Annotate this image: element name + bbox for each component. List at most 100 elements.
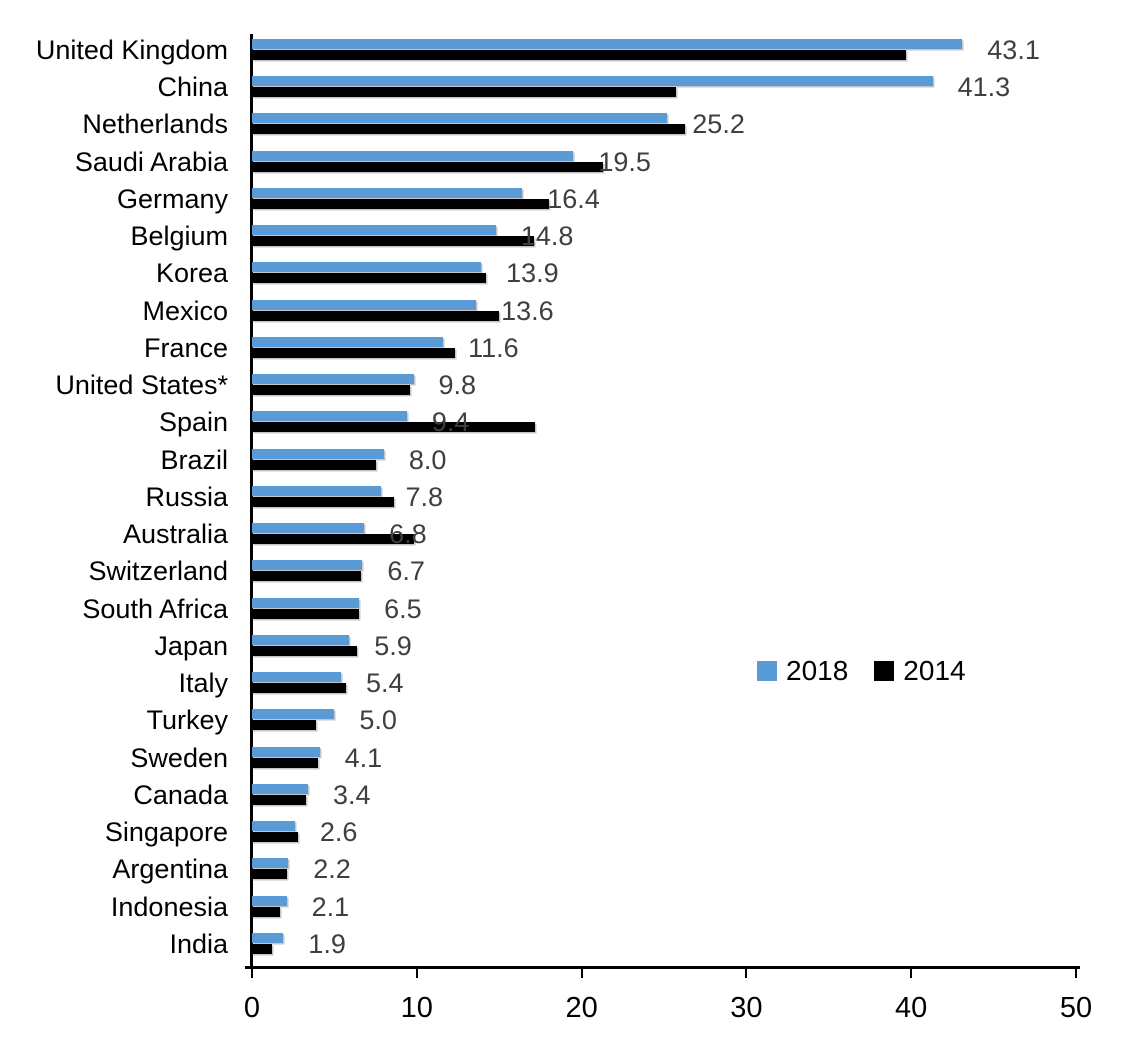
bar-2018 [252,746,320,757]
value-label: 2.2 [313,854,351,885]
bar-row: Spain 9.4 [0,407,1123,444]
bar-2014 [252,310,500,321]
bar-2014 [252,906,281,917]
category-label: China [157,72,228,103]
value-label: 5.9 [374,630,412,661]
value-label: 7.8 [405,481,444,512]
bar-row: Singapore 2.6 [0,817,1123,854]
bar-row: Canada 3.4 [0,780,1123,817]
bar-2014 [252,198,549,209]
bar-row: Netherlands 25.2 [0,109,1123,146]
value-label: 6.8 [389,519,427,550]
bar-2014 [252,50,907,60]
y-axis-line [250,34,253,969]
value-label: 9.4 [431,407,470,438]
bar-2018 [252,932,284,943]
bar-2018 [252,225,496,236]
bar-2014 [252,869,287,880]
bar-2014 [252,87,676,98]
value-label: 19.5 [598,146,651,177]
value-label: 25.2 [692,109,745,140]
bar-2018 [252,821,295,832]
x-tick-label: 0 [243,992,261,1024]
bar-2018 [252,76,933,87]
value-label: 8.0 [408,444,447,475]
bar-2014 [252,794,307,805]
bar-row: Sweden 4.1 [0,743,1123,780]
category-label: France [143,332,228,363]
bar-2014 [252,943,272,954]
legend-label-2018: 2018 [786,655,849,686]
legend: 2018 2014 [757,655,966,686]
legend-swatch-2014 [874,661,895,681]
category-label: Mexico [142,295,228,326]
bar-row: Turkey 5.0 [0,705,1123,742]
bar-row: United States* 9.8 [0,370,1123,407]
category-label: Switzerland [88,556,228,587]
bar-2014 [252,385,411,396]
bar-row: Saudi Arabia 19.5 [0,147,1123,184]
category-label: Australia [122,519,228,550]
value-label: 9.8 [438,370,477,401]
bar-2014 [252,459,376,470]
bar-2014 [252,496,394,507]
x-tick-label: 30 [730,992,763,1024]
category-label: United Kingdom [35,35,228,65]
bar-row: Australia 6.8 [0,519,1123,556]
value-label: 13.6 [501,295,554,326]
value-label: 1.9 [308,928,346,959]
category-label: Germany [116,183,228,214]
bar-row: Indonesia 2.1 [0,892,1123,929]
bar-2014 [252,273,487,284]
bar-row: India 1.9 [0,929,1123,966]
bar-row: Mexico 13.6 [0,296,1123,333]
bar-row: France 11.6 [0,333,1123,370]
bar-2018 [252,150,574,161]
bar-2018 [252,262,482,273]
legend-swatch-2018 [757,661,777,681]
bar-2014 [252,124,686,135]
bar-2014 [252,720,317,731]
category-label: India [169,928,228,959]
bar-2018 [252,672,341,683]
x-tick-mark [415,966,418,978]
bar-row: Argentina 2.2 [0,854,1123,891]
bar-2014 [252,161,604,172]
value-label: 6.7 [387,556,425,587]
category-label: Argentina [112,854,228,885]
bar-2014 [252,645,358,656]
bar-2018 [252,523,365,534]
bar-row: Japan 5.9 [0,631,1123,668]
bar-row: South Africa 6.5 [0,594,1123,631]
bar-2018 [252,411,407,422]
bar-2014 [252,608,360,619]
category-label: Japan [154,630,228,661]
bar-2014 [252,571,361,582]
x-tick-label: 10 [400,992,433,1024]
bar-2018 [252,560,363,571]
legend-label-2014: 2014 [903,655,966,686]
category-label: Korea [155,258,228,289]
category-label: Brazil [160,444,228,475]
bar-2018 [252,448,384,459]
category-label: South Africa [82,593,228,624]
category-label: Indonesia [110,891,228,922]
bar-2018 [252,597,360,608]
value-label: 14.8 [520,221,574,252]
category-label: Spain [158,407,228,438]
bar-row: Germany 16.4 [0,184,1123,221]
bar-2014 [252,534,414,545]
bar-row: Italy 5.4 [0,668,1123,705]
category-label: Sweden [130,742,228,773]
category-label: Belgium [130,221,228,252]
x-tick-label: 50 [1059,992,1093,1024]
bar-2018 [252,485,381,496]
value-label: 2.6 [319,817,358,848]
category-label: Singapore [104,817,228,848]
category-label: Turkey [146,705,228,736]
bar-2014 [252,236,534,247]
value-label: 16.4 [547,183,600,214]
bar-2018 [252,299,477,310]
bar-2018 [252,336,444,347]
